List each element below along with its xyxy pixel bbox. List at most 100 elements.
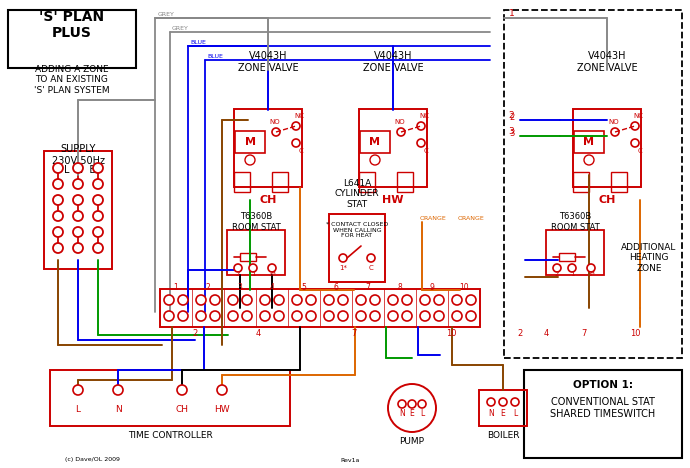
Bar — [479, 390, 527, 426]
Bar — [50, 370, 290, 426]
Circle shape — [370, 311, 380, 321]
Circle shape — [196, 311, 206, 321]
Circle shape — [242, 295, 252, 305]
Circle shape — [402, 295, 412, 305]
Bar — [546, 230, 604, 275]
Circle shape — [397, 128, 405, 136]
Bar — [227, 230, 285, 275]
Circle shape — [584, 155, 594, 165]
Circle shape — [53, 243, 63, 253]
Text: 3: 3 — [509, 130, 515, 139]
Text: 10: 10 — [446, 329, 456, 338]
Circle shape — [164, 295, 174, 305]
Circle shape — [388, 295, 398, 305]
Circle shape — [292, 122, 300, 130]
Bar — [234, 172, 250, 192]
Text: 7: 7 — [351, 329, 357, 338]
Circle shape — [402, 311, 412, 321]
Text: 1: 1 — [570, 271, 574, 277]
Text: 2: 2 — [193, 329, 197, 338]
Circle shape — [370, 295, 380, 305]
Circle shape — [398, 400, 406, 408]
Text: V4043H
ZONE VALVE: V4043H ZONE VALVE — [577, 51, 638, 73]
Circle shape — [260, 295, 270, 305]
Text: C: C — [424, 148, 428, 154]
Circle shape — [292, 139, 300, 147]
Text: 8: 8 — [397, 284, 402, 292]
Bar — [397, 172, 413, 192]
Circle shape — [631, 139, 639, 147]
Circle shape — [499, 398, 507, 406]
Circle shape — [292, 311, 302, 321]
Text: N: N — [115, 405, 121, 415]
Circle shape — [367, 254, 375, 262]
Circle shape — [210, 311, 220, 321]
Text: M: M — [370, 137, 380, 147]
Circle shape — [631, 122, 639, 130]
Circle shape — [324, 311, 334, 321]
Circle shape — [210, 295, 220, 305]
Text: 2: 2 — [206, 284, 210, 292]
Circle shape — [452, 311, 462, 321]
Circle shape — [53, 195, 63, 205]
Text: CH: CH — [259, 195, 277, 205]
Text: BOILER: BOILER — [486, 431, 520, 440]
Text: ORANGE: ORANGE — [458, 215, 485, 220]
Text: 1: 1 — [250, 271, 255, 277]
Bar — [559, 253, 575, 261]
Text: TIME CONTROLLER: TIME CONTROLLER — [128, 431, 213, 440]
Circle shape — [53, 211, 63, 221]
Text: 3*: 3* — [587, 271, 595, 277]
Text: NC: NC — [419, 113, 429, 119]
Circle shape — [234, 264, 242, 272]
Text: 2: 2 — [555, 271, 559, 277]
Bar — [359, 109, 427, 187]
Circle shape — [93, 211, 103, 221]
Text: GREY: GREY — [158, 13, 175, 17]
Circle shape — [196, 295, 206, 305]
Circle shape — [178, 295, 188, 305]
Bar — [160, 289, 480, 327]
Text: L  N  E: L N E — [64, 165, 95, 175]
Text: 1*: 1* — [339, 265, 347, 271]
Text: SUPPLY
230V 50Hz: SUPPLY 230V 50Hz — [52, 144, 104, 166]
Text: V4043H
ZONE VALVE: V4043H ZONE VALVE — [363, 51, 423, 73]
Circle shape — [420, 295, 430, 305]
Text: ADDITIONAL
HEATING
ZONE: ADDITIONAL HEATING ZONE — [621, 243, 677, 273]
Text: E: E — [501, 410, 505, 418]
Circle shape — [511, 398, 519, 406]
Circle shape — [177, 385, 187, 395]
Circle shape — [434, 295, 444, 305]
Circle shape — [356, 295, 366, 305]
Circle shape — [452, 295, 462, 305]
Circle shape — [93, 243, 103, 253]
Circle shape — [73, 163, 83, 173]
Bar — [573, 109, 641, 187]
Text: 4: 4 — [544, 329, 549, 338]
Text: 'S' PLAN
PLUS: 'S' PLAN PLUS — [39, 10, 105, 40]
Circle shape — [228, 295, 238, 305]
Circle shape — [93, 179, 103, 189]
Text: 1: 1 — [174, 284, 179, 292]
Bar — [8, 10, 136, 68]
Text: * CONTACT CLOSED
WHEN CALLING
FOR HEAT: * CONTACT CLOSED WHEN CALLING FOR HEAT — [326, 222, 388, 238]
Circle shape — [356, 311, 366, 321]
Text: NC: NC — [294, 113, 304, 119]
Circle shape — [417, 139, 425, 147]
Text: 2: 2 — [236, 271, 240, 277]
Text: C: C — [368, 265, 373, 271]
Circle shape — [417, 122, 425, 130]
Bar — [329, 214, 385, 282]
Circle shape — [242, 311, 252, 321]
Text: NO: NO — [395, 119, 405, 125]
Circle shape — [408, 400, 416, 408]
Bar — [574, 131, 604, 153]
Text: 2: 2 — [518, 329, 522, 338]
Bar — [611, 172, 627, 192]
Text: NO: NO — [270, 119, 280, 125]
Bar — [240, 253, 256, 261]
Circle shape — [73, 385, 83, 395]
Text: 5: 5 — [302, 284, 306, 292]
Text: 3*: 3* — [268, 271, 276, 277]
Text: C: C — [638, 148, 642, 154]
